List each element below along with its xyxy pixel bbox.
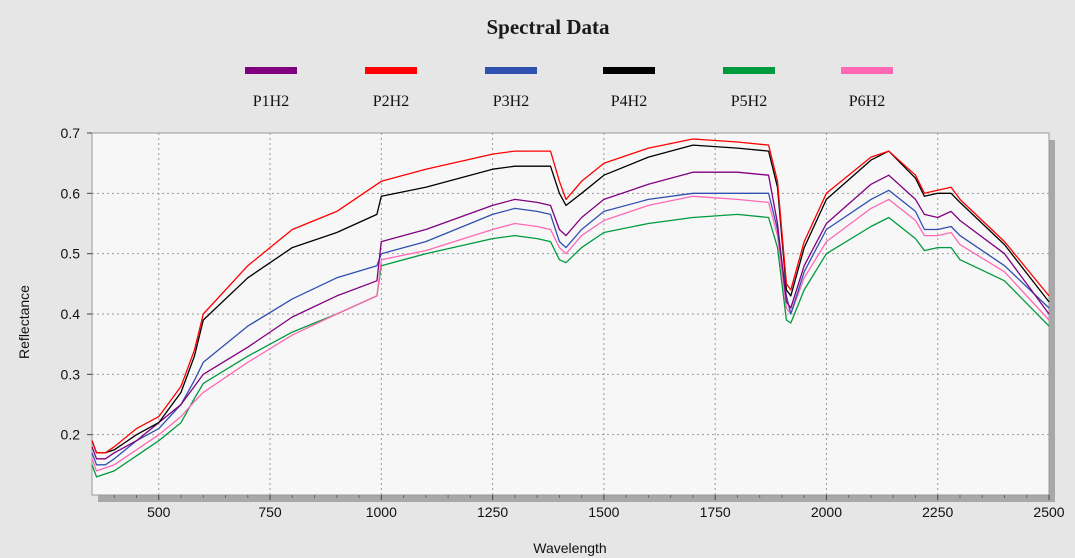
x-tick-label: 1500 bbox=[588, 504, 619, 520]
legend-label: P6H2 bbox=[849, 93, 885, 110]
x-tick-label: 2500 bbox=[1033, 504, 1064, 520]
x-tick-label: 1000 bbox=[366, 504, 397, 520]
x-tick-label: 2000 bbox=[811, 504, 842, 520]
y-axis-title: Reflectance bbox=[16, 285, 32, 359]
y-tick-label: 0.7 bbox=[61, 125, 81, 141]
legend-label: P2H2 bbox=[373, 93, 409, 110]
legend-label: P5H2 bbox=[731, 93, 767, 110]
x-tick-label: 500 bbox=[147, 504, 171, 520]
legend-swatch bbox=[603, 67, 655, 74]
series-line-p2h2 bbox=[91, 138, 1050, 454]
x-tick-label: 750 bbox=[258, 504, 282, 520]
series-line-p1h2 bbox=[91, 171, 1050, 460]
y-tick-label: 0.4 bbox=[61, 306, 81, 322]
legend-label: P3H2 bbox=[493, 93, 529, 110]
legend-swatch bbox=[365, 67, 417, 74]
legend: P1H2 P2H2 P3H2 P4H2 P5H2 P6H2 bbox=[245, 67, 893, 110]
x-tick-label: 1750 bbox=[700, 504, 731, 520]
chart-title: Spectral Data bbox=[486, 15, 610, 39]
x-tick-label: 2250 bbox=[922, 504, 953, 520]
series-group bbox=[91, 138, 1050, 478]
axis-ticks: 500 750 1000 1250 1500 1750 2000 2250 2500 0.2 0.3… bbox=[61, 125, 1065, 520]
y-tick-label: 0.6 bbox=[61, 185, 81, 201]
series-line-p3h2 bbox=[91, 189, 1050, 466]
legend-swatch bbox=[723, 67, 775, 74]
y-tick-label: 0.2 bbox=[61, 427, 81, 443]
legend-label: P4H2 bbox=[611, 93, 647, 110]
plot-area bbox=[91, 132, 1050, 496]
legend-swatch bbox=[485, 67, 537, 74]
y-tick-label: 0.5 bbox=[61, 246, 81, 262]
x-tick-label: 1250 bbox=[477, 504, 508, 520]
legend-swatch bbox=[841, 67, 893, 74]
series-line-p6h2 bbox=[91, 195, 1050, 472]
legend-label: P1H2 bbox=[253, 93, 289, 110]
y-tick-label: 0.3 bbox=[61, 366, 81, 382]
legend-swatch bbox=[245, 67, 297, 74]
series-line-p4h2 bbox=[91, 144, 1050, 454]
x-axis-title: Wavelength bbox=[533, 540, 606, 556]
